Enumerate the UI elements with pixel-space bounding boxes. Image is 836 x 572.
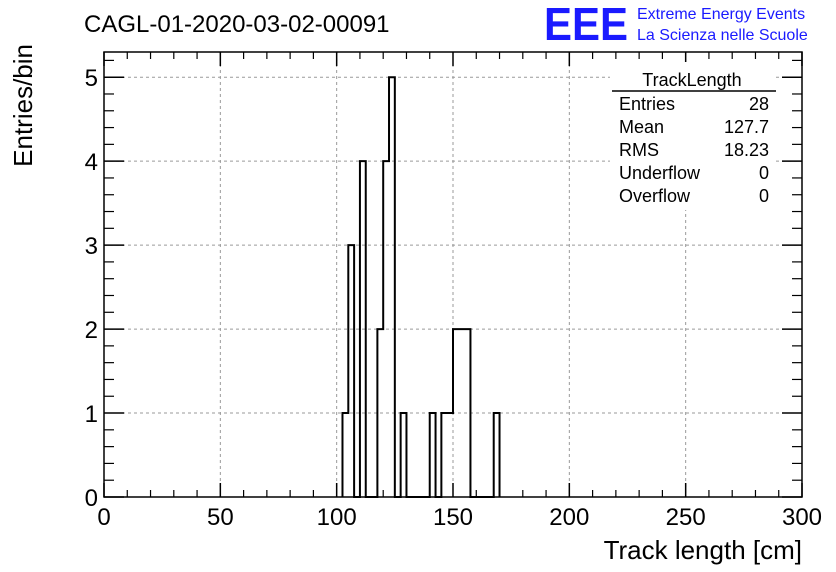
stats-entries-label: Entries (619, 94, 675, 114)
histogram-bin (447, 413, 453, 497)
stats-underflow-value: 0 (759, 163, 769, 183)
histogram-bin (430, 413, 436, 497)
chart-title: CAGL-01-2020-03-02-00091 (84, 11, 390, 38)
stats-entries-value: 28 (749, 94, 769, 114)
plot-frame (103, 51, 803, 498)
y-tick-label: 0 (85, 485, 98, 512)
y-axis-label: Entries/bin (8, 44, 38, 167)
histogram-bin (494, 413, 500, 497)
histogram-bin (465, 329, 471, 497)
histogram-bin (348, 245, 354, 497)
stats-underflow-label: Underflow (619, 163, 701, 183)
y-tick-label: 4 (85, 149, 98, 176)
stats-rms-label: RMS (619, 140, 659, 160)
eee-logo: EEE Extreme Energy Events La Scienza nel… (544, 0, 808, 50)
histogram-bin (459, 329, 465, 497)
histogram-bin (383, 161, 389, 497)
stats-overflow-value: 0 (759, 186, 769, 206)
x-tick-label: 0 (97, 504, 110, 531)
y-tick-label: 3 (85, 233, 98, 260)
x-tick-label: 250 (666, 504, 706, 531)
histogram-bin (342, 413, 348, 497)
histogram-bin (401, 413, 407, 497)
stats-box: TrackLength Entries 28 Mean 127.7 RMS 18… (610, 62, 776, 210)
y-tick-label: 2 (85, 317, 98, 344)
histogram-bin (441, 413, 447, 497)
y-tick-label: 1 (85, 401, 98, 428)
stats-mean-label: Mean (619, 117, 664, 137)
eee-logo-line1: Extreme Energy Events (637, 6, 805, 23)
eee-logo-line2: La Scienza nelle Scuole (637, 27, 808, 44)
stats-mean-value: 127.7 (724, 117, 769, 137)
histogram-bin (453, 329, 459, 497)
eee-logo-mark: EEE (544, 0, 628, 50)
stats-box-title: TrackLength (642, 70, 741, 90)
stats-box-background (610, 62, 775, 210)
histogram-bin (377, 329, 383, 497)
x-tick-label: 100 (317, 504, 357, 531)
stats-rms-value: 18.23 (724, 140, 769, 160)
y-tick-label: 5 (85, 65, 98, 92)
x-tick-label: 200 (549, 504, 589, 531)
x-tick-label: 150 (433, 504, 473, 531)
x-axis-label: Track length [cm] (604, 535, 802, 565)
histogram-bin (360, 161, 366, 497)
histogram-bin (389, 77, 395, 497)
x-tick-label: 300 (782, 504, 822, 531)
stats-overflow-label: Overflow (619, 186, 691, 206)
x-tick-label: 50 (207, 504, 234, 531)
